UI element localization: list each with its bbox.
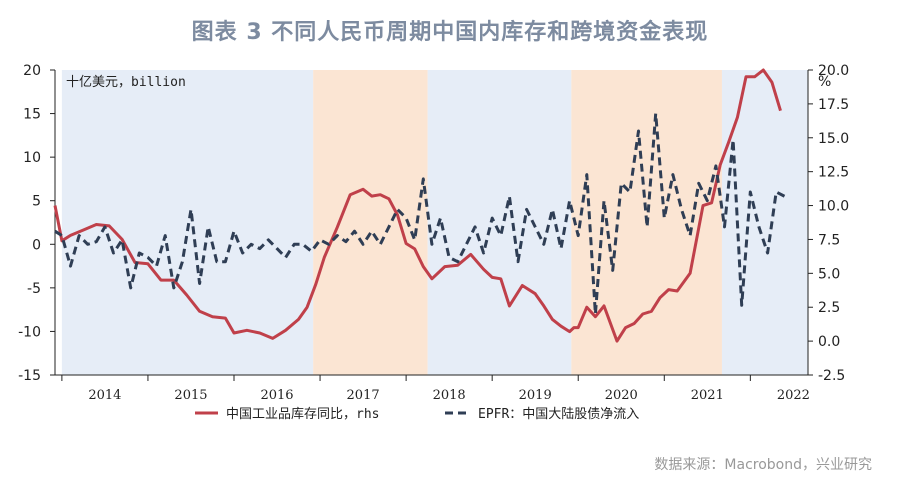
source-note: 数据来源：Macrobond，兴业研究 bbox=[654, 457, 872, 473]
left-tick-label: -10 bbox=[18, 324, 41, 340]
x-tick-label: 2021 bbox=[691, 388, 724, 403]
x-tick-label: 2014 bbox=[88, 388, 121, 403]
right-tick-label: 7.5 bbox=[818, 232, 840, 248]
shaded-periods bbox=[61, 70, 808, 375]
x-tick-label: 2015 bbox=[174, 388, 207, 403]
legend-label-flows: EPFR：中国大陆股债净流入 bbox=[478, 406, 639, 422]
right-tick-label: 20.0 bbox=[818, 63, 849, 79]
series-line-1 bbox=[54, 112, 786, 316]
shaded-period-1 bbox=[313, 70, 428, 375]
left-tick-label: 5 bbox=[32, 194, 41, 210]
left-tick-label: -5 bbox=[27, 281, 41, 297]
chart-title: 图表 3 不同人民币周期中国内库存和跨境资金表现 bbox=[191, 20, 709, 45]
legend-label-inventory: 中国工业品库存同比，rhs bbox=[226, 406, 379, 422]
left-tick-label: 15 bbox=[23, 107, 41, 123]
right-tick-label: 0.0 bbox=[818, 334, 840, 350]
right-tick-label: 15.0 bbox=[818, 131, 849, 147]
legend: 中国工业品库存同比，rhs EPFR：中国大陆股债净流入 bbox=[195, 406, 639, 422]
left-tick-label: -15 bbox=[18, 368, 41, 384]
axes: 20151050-5-10-1520.017.515.012.510.07.55… bbox=[18, 63, 849, 403]
right-tick-label: 12.5 bbox=[818, 165, 849, 181]
right-tick-label: 2.5 bbox=[818, 300, 840, 316]
left-tick-label: 10 bbox=[23, 150, 41, 166]
x-tick-label: 2022 bbox=[777, 388, 810, 403]
x-tick-label: 2017 bbox=[347, 388, 380, 403]
shaded-period-4 bbox=[721, 70, 808, 375]
right-tick-label: 5.0 bbox=[818, 266, 840, 282]
right-axis-unit: % bbox=[818, 74, 831, 90]
x-tick-label: 2019 bbox=[519, 388, 552, 403]
x-tick-label: 2016 bbox=[260, 388, 293, 403]
left-tick-label: 0 bbox=[32, 237, 41, 253]
shaded-period-2 bbox=[427, 70, 572, 375]
left-tick-label: 20 bbox=[23, 63, 41, 79]
right-tick-label: 10.0 bbox=[818, 199, 849, 215]
left-axis-unit: 十亿美元，billion bbox=[66, 75, 186, 90]
right-tick-label: 17.5 bbox=[818, 97, 849, 113]
shaded-period-0 bbox=[61, 70, 314, 375]
series-lines bbox=[53, 68, 786, 343]
series-line-0 bbox=[53, 68, 782, 343]
x-tick-label: 2020 bbox=[605, 388, 638, 403]
x-tick-label: 2018 bbox=[433, 388, 466, 403]
right-tick-label: -2.5 bbox=[818, 368, 845, 384]
